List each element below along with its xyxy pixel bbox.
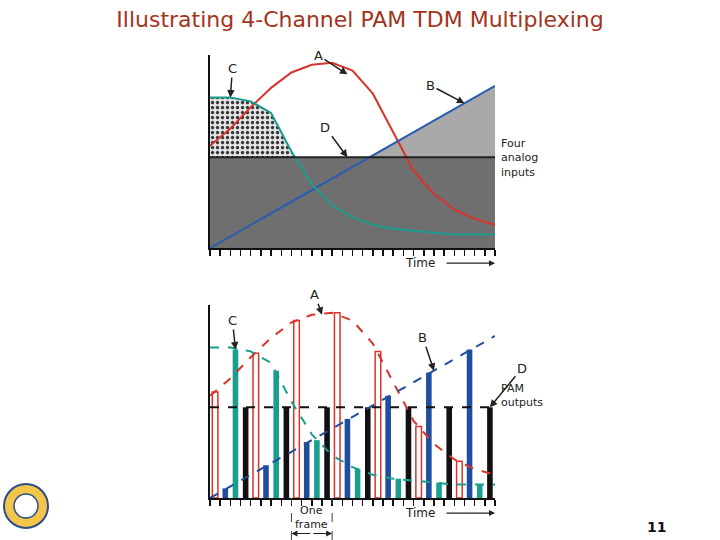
svg-text:C: C <box>228 313 237 328</box>
svg-text:Oneframe: Oneframe <box>295 504 328 531</box>
svg-text:B: B <box>418 330 427 345</box>
svg-text:PAMoutputs: PAMoutputs <box>501 382 543 409</box>
svg-text:Fouranaloginputs: Fouranaloginputs <box>501 137 538 179</box>
svg-text:Time: Time <box>405 506 435 520</box>
svg-text:D: D <box>320 120 330 135</box>
svg-text:A: A <box>314 48 323 63</box>
svg-text:D: D <box>517 361 527 376</box>
svg-text:Illustrating 4-Channel PAM TDM: Illustrating 4-Channel PAM TDM Multiplex… <box>116 7 603 32</box>
svg-text:11: 11 <box>647 519 666 535</box>
svg-text:B: B <box>426 78 435 93</box>
svg-text:Time: Time <box>405 256 435 270</box>
svg-text:C: C <box>228 61 237 76</box>
svg-text:A: A <box>310 287 319 302</box>
